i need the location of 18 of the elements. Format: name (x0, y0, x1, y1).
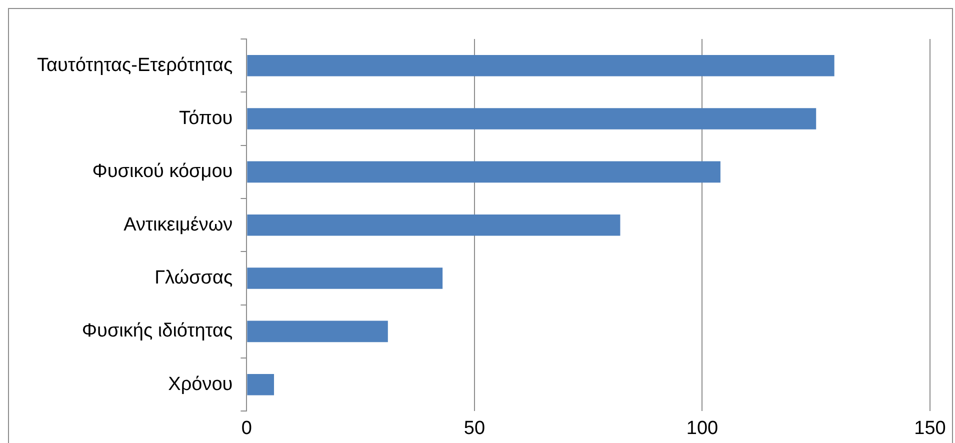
y-tick-label: Φυσικής ιδιότητας (82, 320, 233, 342)
bar (247, 374, 274, 396)
y-tick-label: Χρόνου (168, 374, 233, 395)
bar (247, 161, 720, 183)
bar (247, 214, 620, 236)
x-tick-label: 100 (686, 418, 718, 439)
y-tick-label: Ταυτότητας-Ετερότητας (36, 54, 233, 76)
x-tick-label: 50 (464, 418, 486, 439)
y-tick-label: Τόπου (179, 108, 233, 129)
y-tick-label: Φυσικού κόσμου (92, 161, 233, 182)
bar (247, 108, 816, 130)
bar (247, 320, 388, 342)
y-tick-label: Αντικειμένων (124, 214, 233, 236)
x-tick-label: 150 (914, 418, 946, 439)
bar (247, 54, 834, 76)
y-tick-label: Γλώσσας (154, 268, 233, 289)
bar (247, 268, 443, 289)
x-tick-label: 0 (241, 418, 252, 439)
